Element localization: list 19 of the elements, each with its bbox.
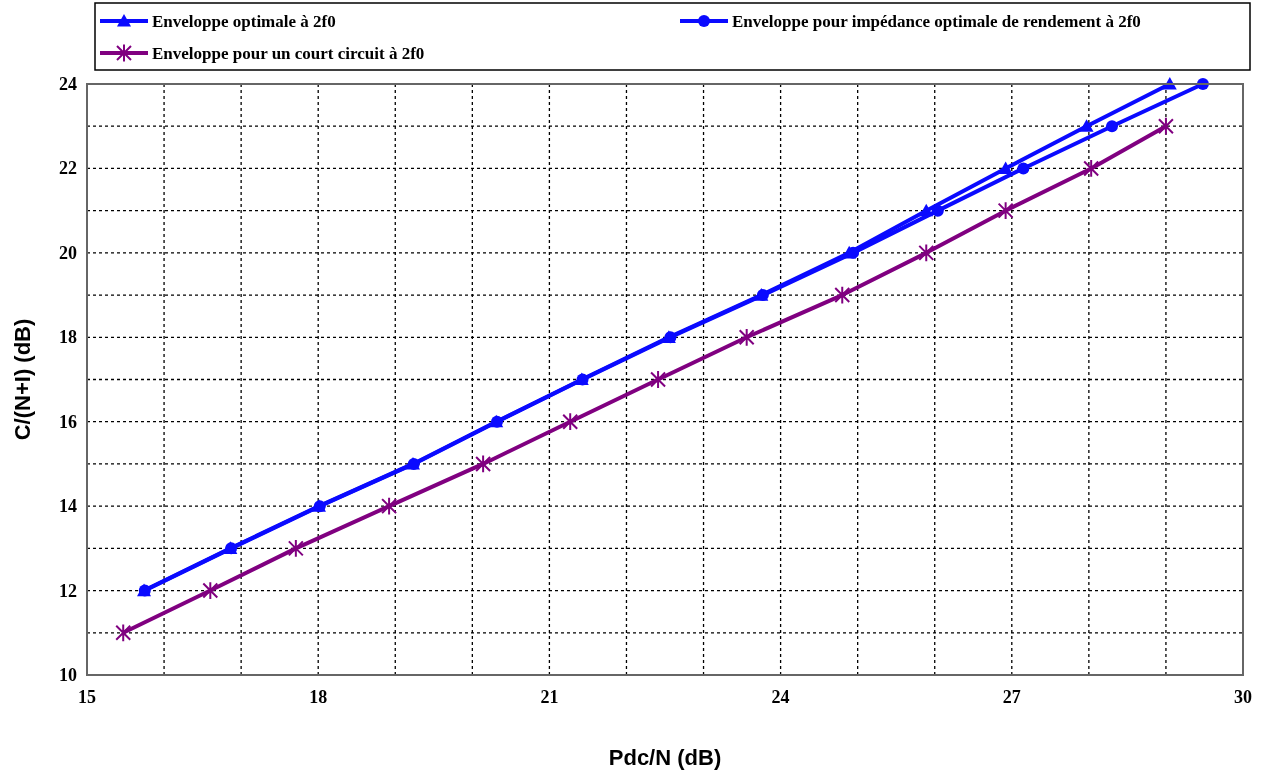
x-tick-label: 18: [309, 687, 328, 707]
y-tick-label: 10: [59, 665, 77, 685]
y-tick-label: 20: [59, 242, 77, 263]
y-tick-label: 22: [59, 158, 77, 179]
y-tick-label: 18: [59, 327, 77, 348]
x-tick-label: 24: [771, 687, 790, 707]
legend-label: Enveloppe optimale à 2f0: [152, 12, 336, 31]
y-tick-label: 24: [59, 74, 77, 94]
x-tick-label: 15: [78, 687, 96, 707]
x-tick-label: 27: [1002, 687, 1021, 707]
y-tick-label: 16: [59, 411, 77, 432]
legend-label: Enveloppe pour un court circuit à 2f0: [152, 44, 425, 63]
y-tick-label: 12: [59, 580, 77, 601]
x-tick-label: 30: [1234, 687, 1252, 707]
legend-label: Enveloppe pour impédance optimale de rendement à 2f0: [732, 12, 1141, 31]
x-axis-title: Pdc/N (dB): [608, 745, 722, 770]
y-tick-label: 14: [59, 496, 77, 517]
y-axis-title: C/(N+I) (dB): [10, 318, 35, 441]
x-tick-label: 21: [540, 687, 559, 707]
